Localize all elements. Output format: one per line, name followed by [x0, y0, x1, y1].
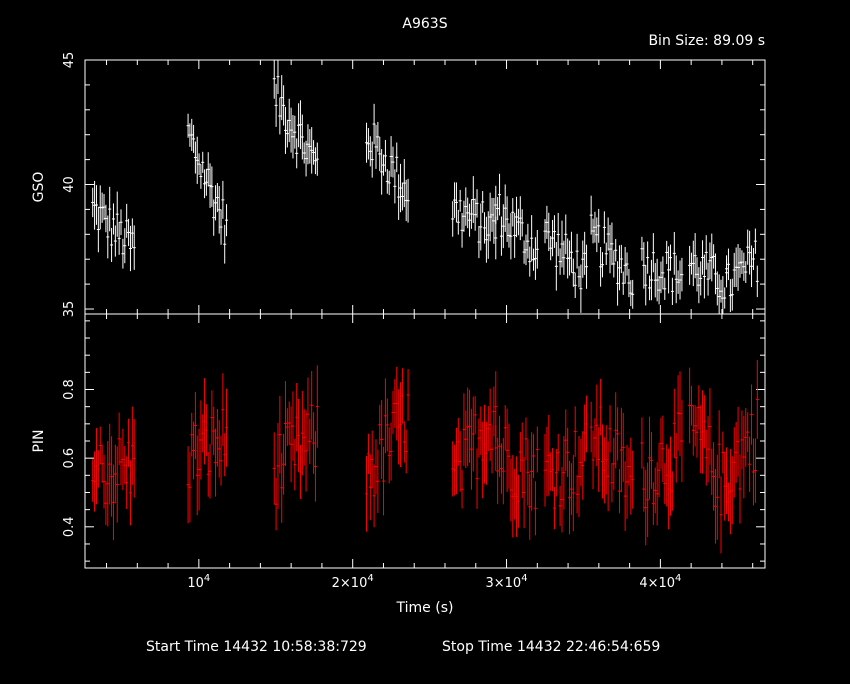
- y-tick-labels: 35 40 45 0.4 0.6 0.8: [62, 52, 77, 537]
- y-tick-label: 40: [62, 176, 77, 193]
- y-tick-label: 35: [62, 301, 77, 318]
- series-pin-segment: [272, 365, 319, 531]
- plot-data: [91, 60, 759, 554]
- series-gso-segment: [640, 231, 684, 306]
- x-tick-label: 4×104: [639, 573, 681, 591]
- y-tick-label: 0.8: [62, 379, 77, 400]
- series-pin-segment: [688, 367, 729, 554]
- series-gso-segment: [494, 173, 539, 280]
- stop-time-label: Stop Time 14432 22:46:54:659: [442, 639, 660, 655]
- series-pin-segment: [640, 371, 684, 546]
- y-tick-label: 0.6: [62, 448, 77, 469]
- chart-title: A963S: [402, 16, 447, 32]
- series-pin-segment: [186, 373, 229, 524]
- pin-axis-label: PIN: [31, 429, 47, 452]
- start-time-label: Start Time 14432 10:58:38:729: [146, 639, 367, 655]
- x-axis-label: Time (s): [396, 600, 454, 616]
- series-gso-segment: [451, 176, 498, 263]
- series-gso-segment: [688, 233, 729, 314]
- series-gso-segment: [725, 228, 759, 313]
- series-pin-segment: [451, 371, 498, 509]
- series-pin-segment: [725, 360, 759, 535]
- series-pin-segment: [91, 406, 136, 541]
- x-tick-label: 3×104: [485, 573, 527, 591]
- series-gso-segment: [91, 180, 136, 272]
- y-tick-label: 45: [62, 52, 77, 69]
- x-tick-label: 2×104: [332, 573, 374, 591]
- axis-ticks: [85, 59, 765, 568]
- bin-size-label: Bin Size: 89.09 s: [648, 33, 765, 49]
- series-gso-segment: [272, 60, 319, 177]
- series-gso-segment: [186, 113, 229, 264]
- gso-axis-label: GSO: [31, 172, 47, 203]
- x-tick-labels: 104 2×104 3×104 4×104: [187, 573, 681, 591]
- series-pin-segment: [365, 366, 410, 532]
- x-tick-label: 104: [187, 573, 210, 591]
- series-gso-segment: [589, 195, 635, 309]
- series-pin-segment: [589, 378, 635, 531]
- y-tick-label: 0.4: [62, 516, 77, 537]
- series-gso-segment: [365, 103, 410, 223]
- series-pin-segment: [543, 395, 589, 535]
- series-pin-segment: [494, 405, 539, 540]
- series-gso-segment: [543, 205, 589, 313]
